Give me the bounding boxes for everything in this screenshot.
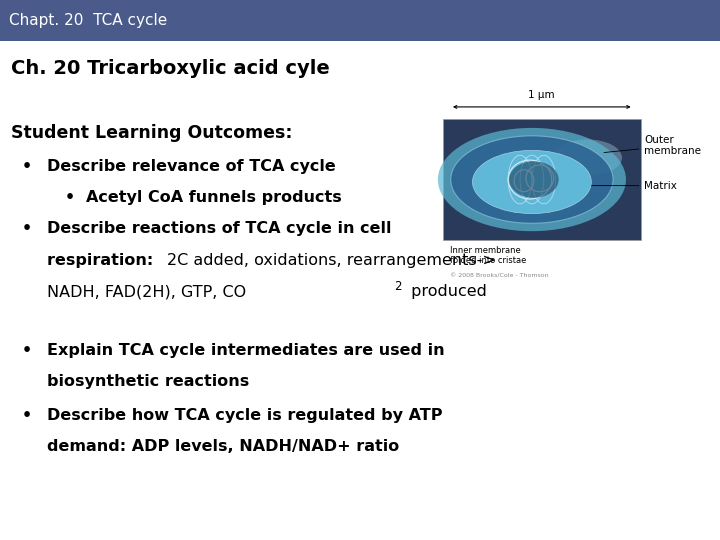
Text: Chapt. 20  TCA cycle: Chapt. 20 TCA cycle xyxy=(9,13,167,28)
Text: •: • xyxy=(22,221,32,237)
Bar xyxy=(0,0,720,40)
Bar xyxy=(443,119,641,240)
Ellipse shape xyxy=(438,128,626,231)
Text: demand: ADP levels, NADH/NAD+ ratio: demand: ADP levels, NADH/NAD+ ratio xyxy=(47,439,399,454)
Text: Outer
membrane: Outer membrane xyxy=(604,134,701,157)
Ellipse shape xyxy=(451,136,613,223)
Text: © 2008 Brooks/Cole - Thomson: © 2008 Brooks/Cole - Thomson xyxy=(450,274,549,279)
Text: 2C added, oxidations, rearrangements->: 2C added, oxidations, rearrangements-> xyxy=(167,253,496,268)
Ellipse shape xyxy=(472,150,591,213)
Text: •: • xyxy=(22,159,32,174)
Text: Describe reactions of TCA cycle in cell: Describe reactions of TCA cycle in cell xyxy=(47,221,391,237)
Text: •: • xyxy=(65,190,75,205)
Text: Describe how TCA cycle is regulated by ATP: Describe how TCA cycle is regulated by A… xyxy=(47,408,442,423)
Ellipse shape xyxy=(553,139,622,176)
Text: Inner membrane
folded into cristae: Inner membrane folded into cristae xyxy=(450,246,526,265)
Text: •: • xyxy=(22,343,32,358)
Text: Acetyl CoA funnels products: Acetyl CoA funnels products xyxy=(86,190,342,205)
Text: Matrix: Matrix xyxy=(588,180,678,191)
Text: produced: produced xyxy=(406,284,487,299)
Text: 1 μm: 1 μm xyxy=(528,90,555,100)
Text: Student Learning Outcomes:: Student Learning Outcomes: xyxy=(11,124,292,142)
Text: respiration:: respiration: xyxy=(47,253,158,268)
Text: •: • xyxy=(22,408,32,423)
Text: NADH, FAD(2H), GTP, CO: NADH, FAD(2H), GTP, CO xyxy=(47,284,246,299)
Text: biosynthetic reactions: biosynthetic reactions xyxy=(47,374,249,389)
Text: Ch. 20 Tricarboxylic acid cyle: Ch. 20 Tricarboxylic acid cyle xyxy=(11,59,330,78)
Text: Describe relevance of TCA cycle: Describe relevance of TCA cycle xyxy=(47,159,336,174)
Text: Explain TCA cycle intermediates are used in: Explain TCA cycle intermediates are used… xyxy=(47,343,444,358)
Text: 2: 2 xyxy=(395,280,402,293)
Ellipse shape xyxy=(509,161,559,198)
